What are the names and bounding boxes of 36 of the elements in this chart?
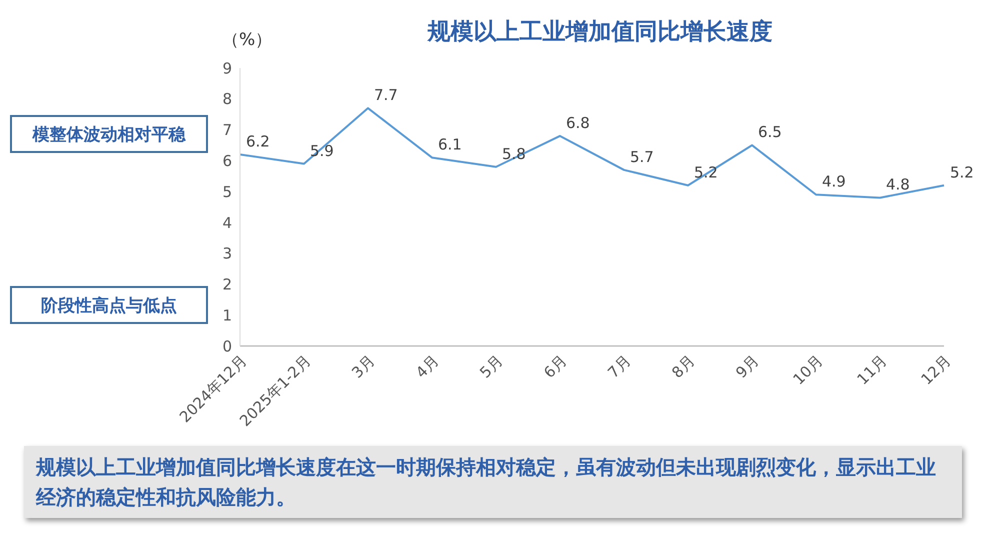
x-tick-label: 10月 (790, 352, 826, 388)
x-tick-label: 9月 (732, 352, 762, 382)
y-tick-label: 0 (222, 337, 232, 356)
y-tick-label: 6 (222, 152, 232, 170)
y-tick-label: 9 (222, 59, 232, 78)
x-tick-label: 6月 (540, 352, 570, 382)
x-tick-label: 4月 (412, 352, 442, 382)
x-tick-label: 7月 (604, 352, 634, 382)
text: 规模以上工业增加值同比增长速度在这一时期保持相对稳定，虽有波动但未出现剧烈变化，显示出工业经济的稳定性和抗风险能力。 (24, 446, 962, 518)
data-label: 6.2 (246, 132, 270, 150)
data-label: 5.7 (630, 148, 654, 166)
x-tick-label: 8月 (668, 352, 698, 382)
y-tick-label: 3 (222, 244, 232, 263)
y-tick-label: 7 (222, 121, 232, 140)
y-tick-label: 5 (222, 182, 232, 201)
data-label: 5.2 (950, 163, 974, 182)
text: 模整体波动相对平稳 (10, 115, 208, 153)
data-label: 6.5 (758, 123, 782, 142)
data-label: 4.8 (886, 176, 910, 194)
y-tick-label: 4 (222, 214, 232, 232)
data-label: 7.7 (374, 86, 398, 104)
data-label: 5.8 (502, 144, 526, 163)
y-tick-label: 8 (222, 90, 232, 108)
data-label: 4.9 (822, 172, 846, 191)
x-tick-label: 5月 (476, 352, 506, 382)
x-tick-label: 3月 (348, 352, 378, 382)
x-tick-label: 12月 (918, 352, 954, 388)
y-axis-title: （%） (222, 29, 272, 51)
y-tick-label: 1 (222, 306, 232, 324)
x-tick-label: 11月 (854, 352, 890, 388)
line-series (239, 107, 945, 199)
chart-title: 规模以上工业增加值同比增长速度 (428, 19, 772, 45)
text: 阶段性高点与低点 (10, 286, 208, 324)
data-label: 6.1 (438, 136, 462, 154)
data-label: 6.8 (566, 114, 590, 132)
y-tick-label: 2 (222, 276, 232, 294)
